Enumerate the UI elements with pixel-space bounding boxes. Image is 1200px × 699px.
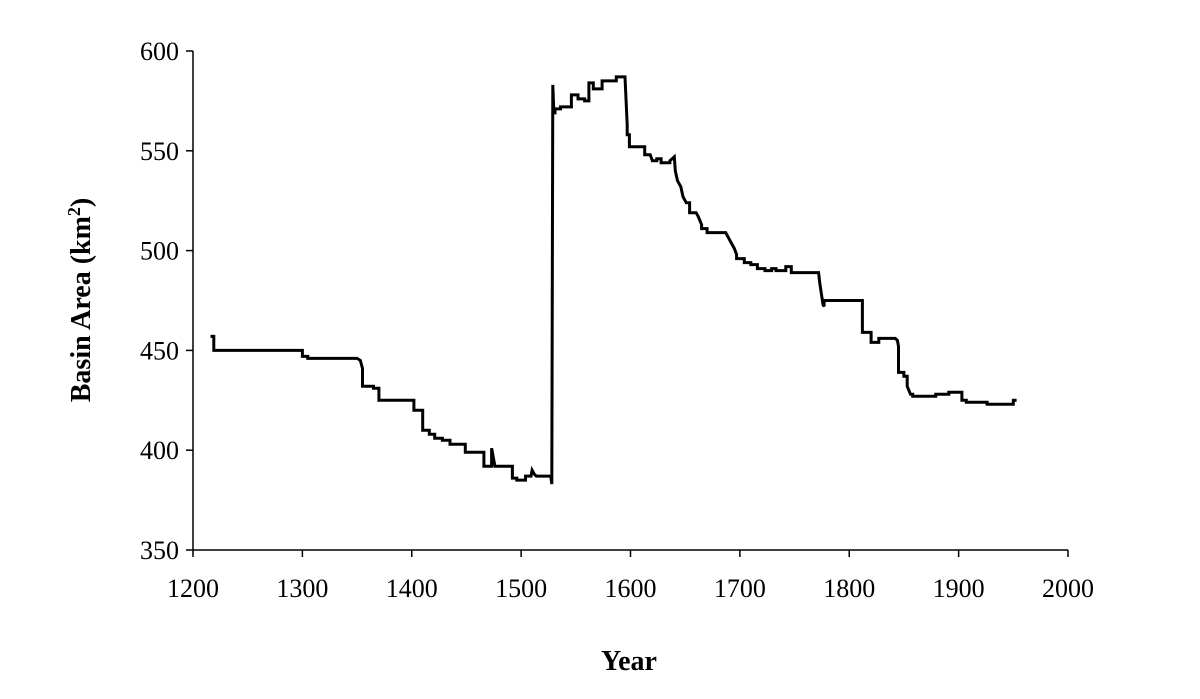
- y-axis-title-end: ): [66, 198, 97, 207]
- y-tick-label: 500: [140, 237, 179, 266]
- axis-ticks: 350 400 450 500 550 600 1200 1300 1400 1500 1600 17…: [140, 37, 1094, 603]
- y-tick-label: 400: [140, 436, 179, 465]
- x-tick-label: 1500: [495, 574, 547, 603]
- y-axis-title-main: Basin Area (km: [66, 216, 97, 402]
- x-tick-label: 1700: [714, 574, 766, 603]
- x-tick-label: 1400: [386, 574, 438, 603]
- x-tick-label: 1300: [276, 574, 328, 603]
- series-line-basin-area: [210, 75, 1017, 485]
- y-tick-label: 600: [140, 37, 179, 66]
- svg-text:Basin Area (km2): Basin Area (km2): [64, 198, 97, 403]
- x-tick-label: 1900: [933, 574, 985, 603]
- y-axis-title: Basin Area (km2): [64, 198, 97, 403]
- y-tick-label: 350: [140, 536, 179, 565]
- x-tick-label: 2000: [1042, 574, 1094, 603]
- y-tick-label: 450: [140, 336, 179, 365]
- x-tick-label: 1600: [605, 574, 657, 603]
- x-axis-title: Year: [601, 646, 657, 677]
- x-tick-label: 1800: [823, 574, 875, 603]
- y-tick-label: 550: [140, 137, 179, 166]
- axes: [192, 51, 1068, 551]
- series-layer: [210, 75, 1017, 485]
- x-tick-label: 1200: [167, 574, 219, 603]
- y-axis-title-superscript: 2: [64, 207, 84, 216]
